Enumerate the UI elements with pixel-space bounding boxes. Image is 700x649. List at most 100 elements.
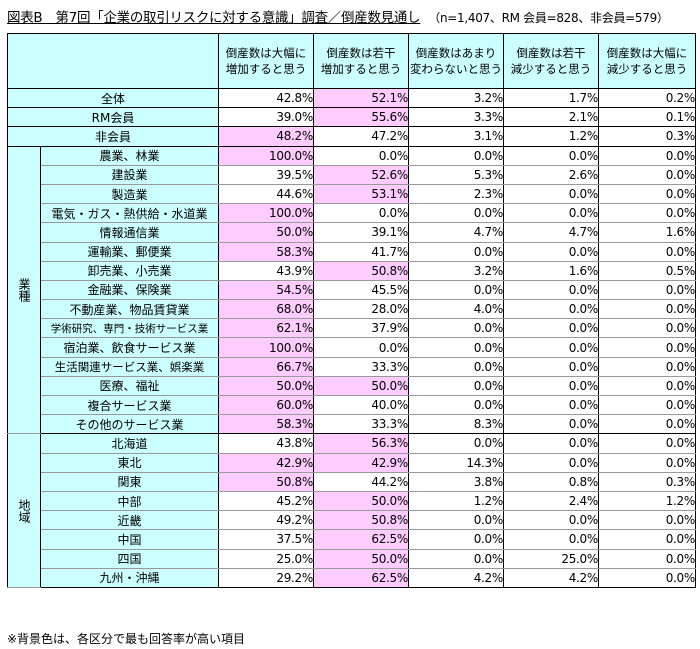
value-cell: 0.0%: [598, 356, 696, 377]
value-cell: 41.7%: [313, 241, 409, 262]
industry-row: 宿泊業、飲食サービス業 100.0% 0.0% 0.0% 0.0% 0.0%: [8, 337, 696, 358]
value-cell: 42.8%: [218, 87, 314, 109]
value-cell: 8.3%: [408, 414, 504, 435]
row-label: 不動産業、物品賃貸業: [40, 299, 219, 320]
value-cell: 0.0%: [408, 548, 504, 569]
value-cell: 100.0%: [218, 145, 314, 166]
value-cell: 53.1%: [313, 183, 409, 205]
value-cell: 25.0%: [218, 548, 314, 569]
value-cell: 3.2%: [408, 87, 504, 109]
value-cell: 0.0%: [503, 394, 599, 416]
value-cell: 52.6%: [313, 164, 409, 185]
row-label: 中国: [40, 529, 219, 550]
row-label: その他のサービス業: [40, 414, 219, 435]
value-cell: 42.9%: [218, 452, 314, 473]
row-label: 四国: [40, 548, 219, 569]
value-cell: 1.7%: [503, 87, 599, 109]
value-cell: 37.9%: [313, 318, 409, 339]
industry-row: 業種 農業、林業 100.0% 0.0% 0.0% 0.0% 0.0%: [7, 145, 696, 435]
row-label: 複合サービス業: [40, 394, 219, 416]
value-cell: 50.8%: [313, 510, 409, 531]
value-cell: 68.0%: [218, 299, 314, 320]
value-cell: 55.6%: [313, 107, 409, 128]
summary-row: 非会員 48.2% 47.2% 3.1% 1.2% 0.3%: [7, 126, 696, 147]
row-label: 運輸業、郵便業: [40, 241, 219, 262]
value-cell: 0.0%: [408, 375, 504, 397]
col-header-large-decrease: 倒産数は大幅に 減少すると思う: [598, 33, 696, 89]
value-cell: 0.0%: [503, 510, 599, 531]
value-cell: 50.0%: [313, 375, 409, 397]
value-cell: 100.0%: [218, 337, 314, 358]
value-cell: 0.2%: [598, 87, 696, 109]
value-cell: 0.0%: [408, 145, 504, 166]
region-row: 近畿 49.2% 50.8% 0.0% 0.0% 0.0%: [8, 510, 696, 531]
value-cell: 50.0%: [218, 222, 314, 243]
value-cell: 0.0%: [503, 241, 599, 262]
value-cell: 33.3%: [313, 414, 409, 435]
industry-row: 学術研究、専門・技術サービス業 62.1% 37.9% 0.0% 0.0% 0.0%: [8, 318, 696, 339]
value-cell: 0.0%: [313, 337, 409, 358]
value-cell: 0.0%: [598, 567, 696, 588]
row-label: RM会員: [7, 107, 219, 128]
value-cell: 0.0%: [598, 164, 696, 185]
value-cell: 0.0%: [598, 510, 696, 531]
value-cell: 47.2%: [313, 126, 409, 147]
value-cell: 0.0%: [598, 183, 696, 205]
row-label: 九州・沖縄: [40, 567, 219, 588]
industry-category-label: 業種: [7, 145, 41, 435]
row-label: 情報通信業: [40, 222, 219, 243]
value-cell: 1.2%: [503, 126, 599, 147]
value-cell: 62.5%: [313, 567, 409, 588]
value-cell: 62.1%: [218, 318, 314, 339]
value-cell: 50.0%: [218, 375, 314, 397]
value-cell: 2.4%: [503, 490, 599, 512]
row-label: 電気・ガス・熱供給・水道業: [40, 203, 219, 224]
value-cell: 0.0%: [598, 529, 696, 550]
col-header-slight-decrease: 倒産数は若干 減少すると思う: [503, 33, 599, 89]
value-cell: 0.0%: [503, 279, 599, 301]
value-cell: 42.9%: [313, 452, 409, 473]
value-cell: 66.7%: [218, 356, 314, 377]
industry-row: 情報通信業 50.0% 39.1% 4.7% 4.7% 1.6%: [8, 222, 696, 243]
value-cell: 0.1%: [598, 107, 696, 128]
value-cell: 2.1%: [503, 107, 599, 128]
row-label: 農業、林業: [40, 145, 219, 166]
value-cell: 0.3%: [598, 471, 696, 492]
industry-row: その他のサービス業 58.3% 33.3% 8.3% 0.0% 0.0%: [8, 414, 696, 435]
value-cell: 25.0%: [503, 548, 599, 569]
value-cell: 0.0%: [503, 356, 599, 377]
value-cell: 0.0%: [503, 145, 599, 166]
row-label: 製造業: [40, 183, 219, 205]
row-label: 全体: [7, 87, 219, 109]
forecast-table: 倒産数は大幅に 増加すると思う 倒産数は若干 増加すると思う 倒産数はあまり 変わらな…: [7, 33, 696, 588]
value-cell: 0.0%: [598, 452, 696, 473]
col-header-slight-increase: 倒産数は若干 増加すると思う: [313, 33, 409, 89]
value-cell: 0.0%: [598, 299, 696, 320]
value-cell: 50.0%: [313, 548, 409, 569]
value-cell: 1.2%: [408, 490, 504, 512]
region-row: 中国 37.5% 62.5% 0.0% 0.0% 0.0%: [8, 529, 696, 550]
value-cell: 0.0%: [408, 529, 504, 550]
summary-row: 全体 42.8% 52.1% 3.2% 1.7% 0.2%: [7, 87, 696, 109]
value-cell: 49.2%: [218, 510, 314, 531]
region-category-label: 地域: [7, 433, 41, 588]
value-cell: 2.6%: [503, 164, 599, 185]
value-cell: 50.8%: [313, 260, 409, 281]
value-cell: 39.1%: [313, 222, 409, 243]
region-row: 関東 50.8% 44.2% 3.8% 0.8% 0.3%: [8, 471, 696, 492]
col-header-large-increase: 倒産数は大幅に 増加すると思う: [218, 33, 314, 89]
value-cell: 40.0%: [313, 394, 409, 416]
value-cell: 0.0%: [503, 433, 599, 454]
value-cell: 0.0%: [503, 299, 599, 320]
title-sample-size: （n=1,407、RM 会員=828、非会員=579）: [428, 11, 669, 25]
value-cell: 14.3%: [408, 452, 504, 473]
value-cell: 2.3%: [408, 183, 504, 205]
row-label: 卸売業、小売業: [40, 260, 219, 281]
industry-row: 生活関連サービス業、娯楽業 66.7% 33.3% 0.0% 0.0% 0.0%: [8, 356, 696, 377]
industry-row: 卸売業、小売業 43.9% 50.8% 3.2% 1.6% 0.5%: [8, 260, 696, 281]
value-cell: 0.0%: [503, 529, 599, 550]
value-cell: 3.1%: [408, 126, 504, 147]
value-cell: 0.0%: [503, 375, 599, 397]
value-cell: 33.3%: [313, 356, 409, 377]
industry-row: 運輸業、郵便業 58.3% 41.7% 0.0% 0.0% 0.0%: [8, 241, 696, 262]
